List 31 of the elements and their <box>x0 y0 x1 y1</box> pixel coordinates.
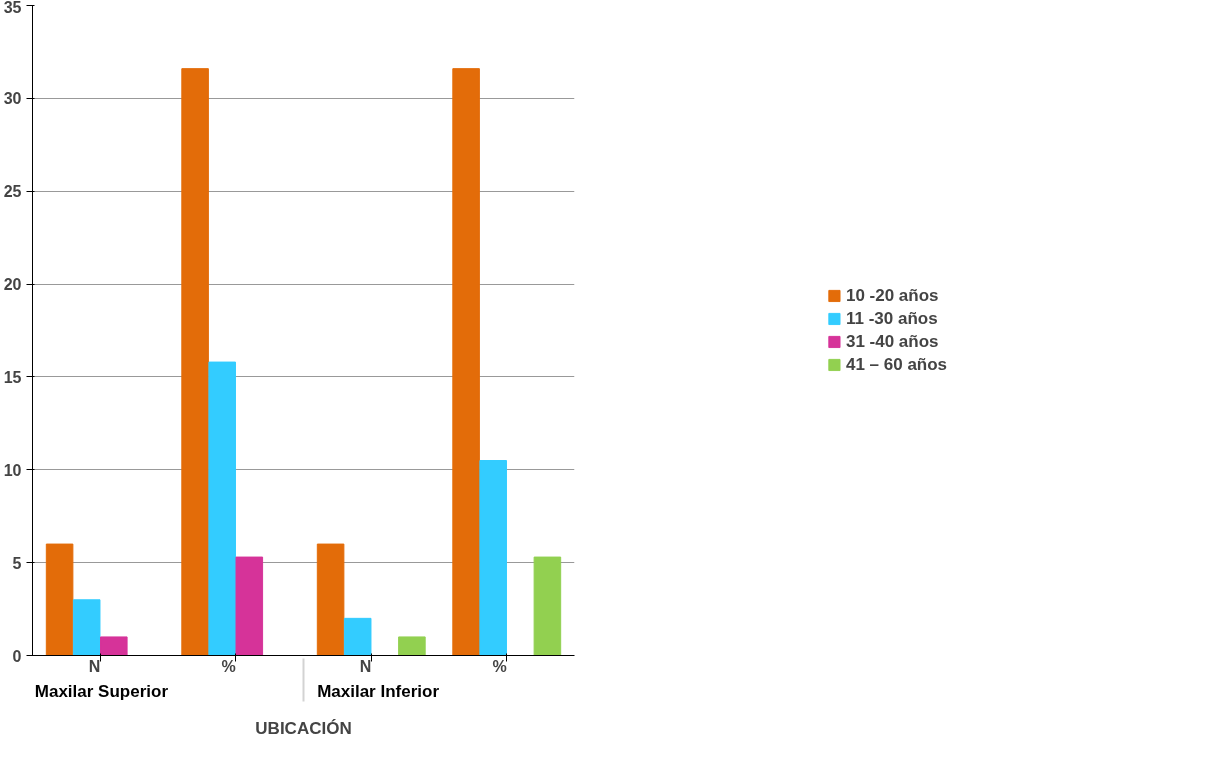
bar <box>452 68 480 656</box>
legend-label: 31 -40 años <box>845 331 939 352</box>
y-tick-label: 15 <box>3 368 22 386</box>
y-tick-label: 10 <box>3 461 22 479</box>
x-tick-label: N <box>359 658 372 675</box>
bar <box>316 543 345 656</box>
bar <box>45 543 74 656</box>
legend-label: 41 – 60 años <box>845 354 948 375</box>
bar <box>343 617 372 656</box>
y-tick-label: 5 <box>12 554 22 572</box>
bar <box>479 460 507 656</box>
x-tick-label: N <box>88 658 101 675</box>
y-tick-label: 30 <box>3 90 22 108</box>
text: Maxilar Superior <box>34 682 169 701</box>
bar <box>208 361 236 656</box>
bar <box>181 68 209 656</box>
x-axis-title: UBICACIÓN <box>255 718 352 738</box>
y-tick-label: 25 <box>3 183 22 201</box>
bar <box>100 636 128 656</box>
legend-label: 11 -30 años <box>845 308 938 329</box>
x-tick-label: % <box>221 658 236 675</box>
legend-label: 10 -20 años <box>845 285 939 306</box>
bar <box>72 599 101 656</box>
y-tick-label: 0 <box>12 647 22 665</box>
y-tick-label: 35 <box>3 0 22 16</box>
text: Maxilar Inferior <box>317 682 440 701</box>
bar <box>398 636 426 656</box>
bar <box>235 556 264 656</box>
bar <box>533 556 562 656</box>
x-tick-label: % <box>492 658 507 675</box>
y-tick-label: 20 <box>3 276 22 294</box>
